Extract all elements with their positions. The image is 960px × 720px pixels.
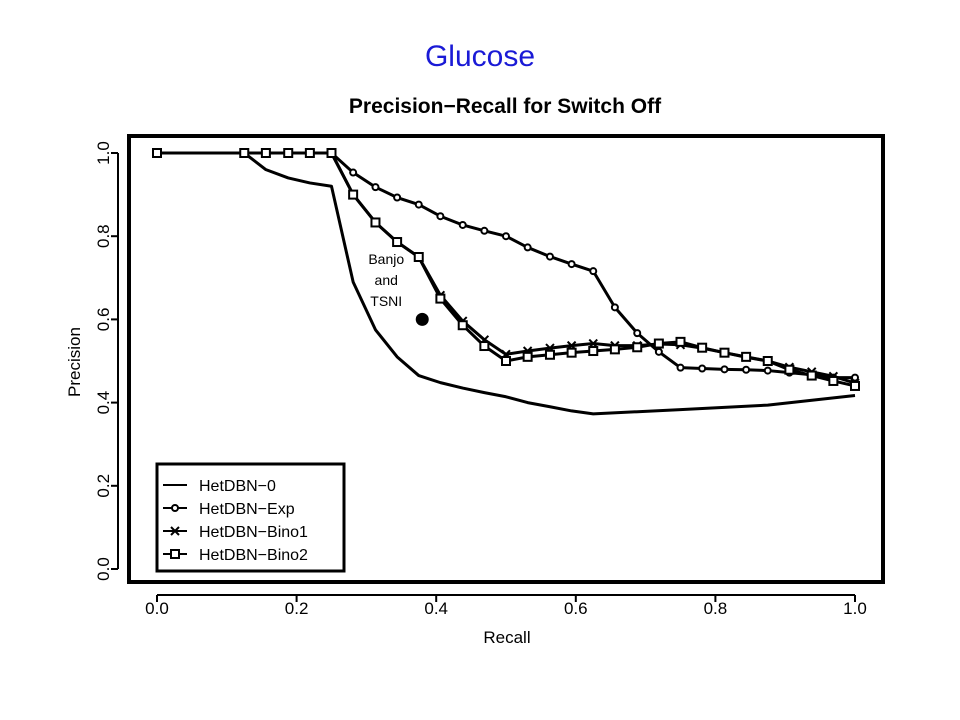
legend-label: HetDBN−Bino1	[199, 524, 308, 541]
series-line	[157, 151, 856, 388]
data-point	[850, 380, 860, 391]
series-line	[157, 151, 856, 416]
series-1	[153, 149, 859, 382]
data-point	[523, 243, 532, 252]
data-point	[501, 356, 511, 366]
y-tick-label: 0.8	[94, 224, 113, 248]
data-point	[720, 365, 729, 374]
x-tick-label: 0.2	[285, 599, 309, 618]
data-point	[239, 148, 250, 158]
chart-title: Precision−Recall for Switch Off	[349, 95, 662, 118]
data-point	[371, 183, 380, 192]
data-point	[654, 347, 663, 356]
data-point	[283, 148, 294, 158]
legend-item: HetDBN−Exp	[163, 501, 295, 518]
data-point	[260, 148, 271, 158]
data-point	[610, 303, 619, 312]
data-point	[588, 346, 599, 357]
annotation-label: and	[375, 272, 398, 288]
data-point	[697, 342, 708, 353]
plot-frame	[127, 134, 885, 584]
data-point	[544, 349, 555, 360]
data-point	[479, 341, 490, 352]
legend: HetDBN−0 HetDBN−Exp HetDBN−Bino1 HetDBN−Bin…	[155, 462, 346, 573]
data-point	[458, 220, 467, 229]
data-point	[609, 344, 620, 355]
data-point	[393, 193, 402, 202]
data-point	[348, 189, 359, 200]
legend-item: HetDBN−Bino2	[163, 547, 308, 564]
y-tick-label: 0.4	[94, 391, 113, 415]
data-point	[326, 148, 337, 158]
data-point	[742, 365, 751, 374]
y-tick-label: 0.2	[94, 474, 113, 498]
x-tick-label: 0.8	[704, 599, 728, 618]
legend-marker	[170, 549, 180, 559]
series-0	[157, 151, 856, 416]
data-point	[349, 168, 358, 177]
x-axis-label: Recall	[483, 628, 530, 647]
banjo-tsni-point	[415, 312, 429, 326]
legend-marker	[170, 526, 180, 536]
data-point	[413, 252, 424, 262]
data-point	[675, 336, 686, 347]
data-point	[152, 148, 162, 158]
data-point	[414, 200, 423, 209]
data-point	[851, 373, 859, 382]
data-point	[633, 329, 642, 338]
data-point	[698, 364, 707, 373]
data-point	[676, 363, 685, 372]
data-point	[762, 356, 773, 366]
x-tick-label: 0.4	[424, 599, 448, 618]
legend-label: HetDBN−Exp	[199, 501, 295, 518]
legend-label: HetDBN−0	[199, 478, 276, 495]
data-point	[828, 375, 839, 386]
data-point	[653, 338, 664, 349]
data-point	[719, 347, 730, 358]
x-tick-label: 1.0	[843, 599, 867, 618]
data-point	[436, 212, 445, 221]
series-3	[152, 148, 860, 391]
data-point	[806, 370, 817, 381]
legend-item: HetDBN−0	[163, 478, 276, 495]
y-tick-label: 0.0	[94, 557, 113, 581]
y-tick-label: 0.6	[94, 308, 113, 332]
data-point	[370, 217, 381, 228]
legend-label: HetDBN−Bino2	[199, 547, 308, 564]
data-point	[480, 226, 489, 235]
series-line	[157, 151, 855, 380]
legend-box	[155, 462, 346, 573]
x-tick-label: 0.0	[145, 599, 169, 618]
y-axis-label: Precision	[65, 327, 84, 397]
data-point	[632, 342, 643, 353]
data-point	[304, 148, 315, 158]
page-supertitle: Glucose	[424, 40, 536, 73]
legend-marker	[171, 504, 179, 512]
data-point	[784, 364, 795, 375]
series-line	[157, 151, 856, 385]
data-point	[457, 320, 468, 331]
y-tick-label: 1.0	[94, 141, 113, 165]
data-point	[392, 237, 403, 248]
series-2	[152, 148, 860, 388]
legend-item: HetDBN−Bino1	[163, 524, 308, 541]
data-point	[566, 347, 577, 358]
annotation-label: TSNI	[370, 293, 402, 309]
data-point	[763, 366, 772, 375]
data-point	[522, 351, 533, 362]
annotation-label: Banjo	[368, 251, 404, 267]
data-point	[741, 351, 752, 362]
data-point	[589, 267, 598, 276]
data-point	[435, 293, 446, 304]
data-point	[502, 232, 510, 241]
data-point	[545, 252, 554, 261]
x-tick-label: 0.6	[564, 599, 588, 618]
data-point	[567, 260, 576, 269]
